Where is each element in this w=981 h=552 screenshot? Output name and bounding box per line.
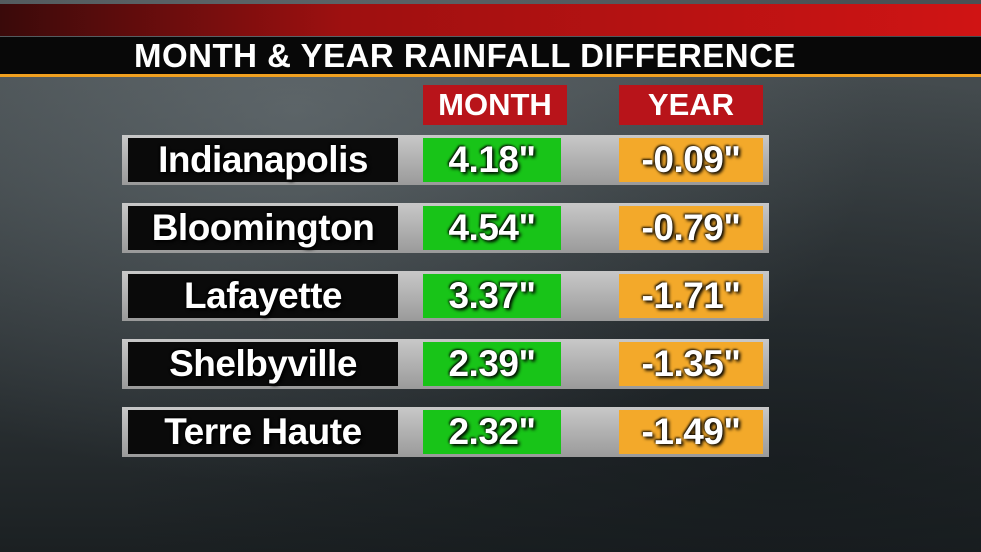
month-value: 3.37" [423, 274, 561, 318]
column-header: YEAR [619, 85, 763, 125]
title-bar [0, 37, 981, 77]
year-value: -0.09" [619, 138, 763, 182]
city-name: Bloomington [128, 206, 398, 250]
year-value: -0.79" [619, 206, 763, 250]
column-header: MONTH [423, 85, 567, 125]
city-name: Terre Haute [128, 410, 398, 454]
city-name: Lafayette [128, 274, 398, 318]
title: MONTH & YEAR RAINFALL DIFFERENCE [134, 37, 796, 74]
year-value: -1.35" [619, 342, 763, 386]
top-bar [0, 4, 981, 36]
year-value: -1.49" [619, 410, 763, 454]
year-value: -1.71" [619, 274, 763, 318]
month-value: 4.18" [423, 138, 561, 182]
month-value: 2.32" [423, 410, 561, 454]
month-value: 4.54" [423, 206, 561, 250]
city-name: Indianapolis [128, 138, 398, 182]
city-name: Shelbyville [128, 342, 398, 386]
month-value: 2.39" [423, 342, 561, 386]
